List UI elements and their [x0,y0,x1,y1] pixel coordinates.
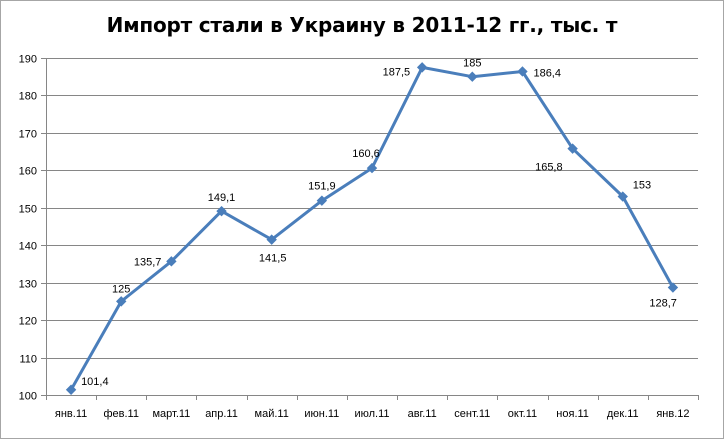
x-tick-label: фев.11 [103,408,139,420]
data-label: 141,5 [259,253,287,265]
y-tick-label: 150 [19,204,37,216]
data-point [65,384,77,395]
x-tick-label: янв.12 [656,408,689,420]
y-tick-label: 120 [19,316,37,328]
x-tick-label: июл.11 [354,408,389,420]
data-point [116,296,127,307]
data-point [617,191,628,202]
data-point [517,66,528,77]
y-tick-label: 100 [19,391,37,403]
y-tick-label: 160 [19,166,37,178]
data-label: 153 [633,180,651,192]
x-tick-label: март.11 [152,408,190,420]
chart-title: Импорт стали в Украину в 2011-12 гг., ты… [106,13,618,37]
x-tick-label: апр.11 [205,408,238,420]
data-label: 125 [112,283,130,295]
y-tick-label: 110 [19,354,37,366]
data-label: 165,8 [535,162,563,174]
data-point [166,256,177,267]
x-tick-label: май.11 [255,408,289,420]
gridlines [46,58,698,359]
data-label: 160,6 [352,148,380,160]
data-point [416,62,428,73]
data-label: 151,9 [308,181,336,193]
x-tick-label: сент.11 [454,408,490,420]
y-tick-label: 140 [19,241,37,253]
axes: 100 110 120 130 140 150 160 170 180 190 янв.11 фев.… [19,54,699,420]
data-point [667,282,679,293]
series-line [69,65,675,392]
y-tick-label: 170 [19,129,37,141]
data-labels: 101,4 125 135,7 149,1 141,5 151,9 160,6 187,5 18… [81,58,677,388]
y-tick-label: 190 [19,54,37,66]
x-tick-label: ноя.11 [556,408,589,420]
data-label: 186,4 [533,67,561,79]
series [65,62,679,395]
x-tick-label: авг.11 [408,408,437,420]
data-point [316,195,328,206]
data-label: 149,1 [208,192,236,204]
x-tick-label: янв.11 [55,408,87,420]
x-tick-label: дек.11 [607,408,639,420]
y-tick-label: 180 [19,91,37,103]
data-point [366,162,378,174]
x-tick-label: июн.11 [304,408,339,420]
data-point [266,234,277,245]
data-label: 135,7 [134,256,162,268]
data-label: 101,4 [81,376,109,388]
data-point [567,143,578,154]
data-label: 185 [463,58,481,70]
x-tick-label: окт.11 [508,408,537,420]
data-point [467,71,478,82]
data-label: 187,5 [383,66,411,78]
data-label: 128,7 [649,298,677,310]
y-tick-label: 130 [19,279,37,291]
data-point [216,205,227,217]
